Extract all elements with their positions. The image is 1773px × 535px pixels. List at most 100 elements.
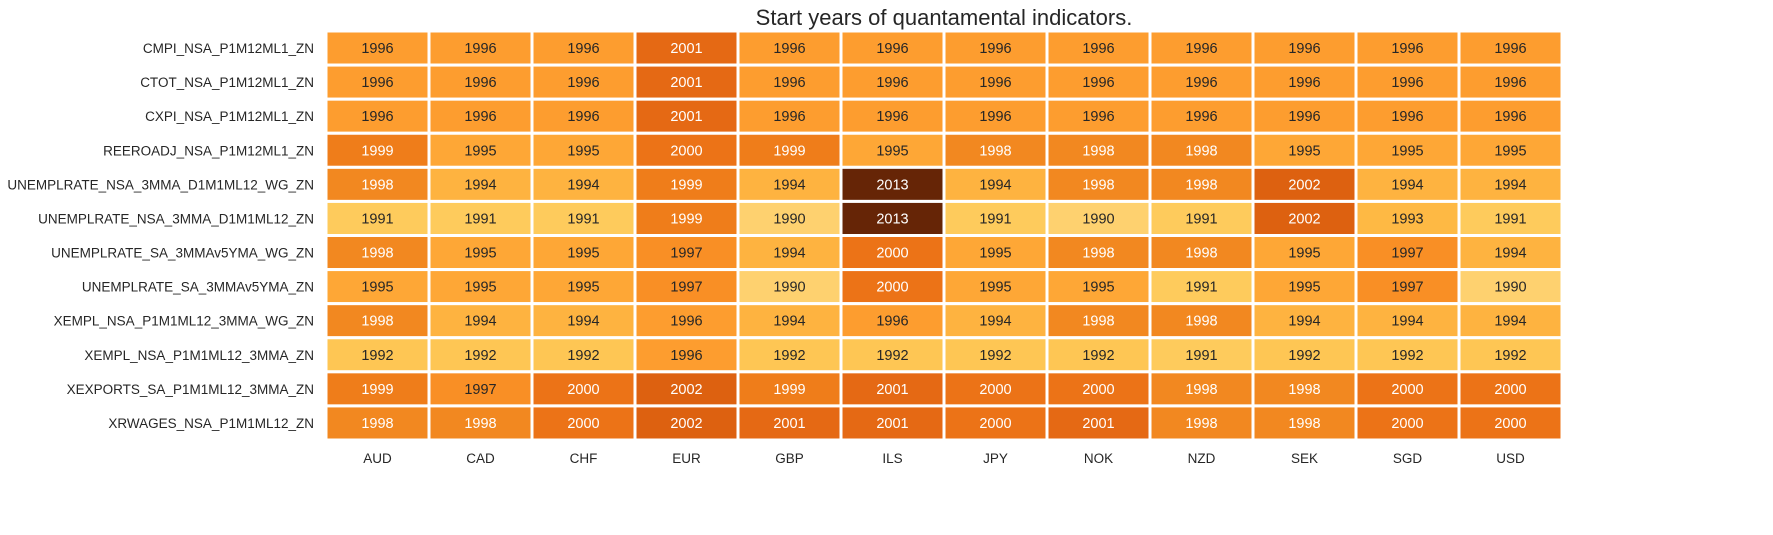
cell-label: 1991 bbox=[979, 211, 1011, 227]
cell-label: 1998 bbox=[1082, 143, 1114, 159]
cell-label: 2000 bbox=[876, 280, 908, 296]
heatmap-cell bbox=[1045, 404, 1152, 442]
cell-label: 1992 bbox=[1391, 348, 1423, 364]
heatmap-cell bbox=[530, 302, 637, 340]
cell-label: 1996 bbox=[876, 109, 908, 125]
cell-label: 1994 bbox=[1288, 314, 1320, 330]
row-label: XEMPL_NSA_P1M1ML12_3MMA_WG_ZN bbox=[54, 314, 314, 329]
cell-label: 1995 bbox=[979, 246, 1011, 262]
heatmap-cell bbox=[736, 63, 843, 101]
cell-label: 1992 bbox=[567, 348, 599, 364]
cell-label: 2000 bbox=[1391, 416, 1423, 432]
cell-label: 1996 bbox=[670, 348, 702, 364]
heatmap-cell bbox=[839, 404, 946, 442]
cell-label: 1998 bbox=[361, 416, 393, 432]
cell-label: 1995 bbox=[979, 280, 1011, 296]
column-label: AUD bbox=[363, 451, 392, 466]
cell-label: 1991 bbox=[1185, 348, 1217, 364]
column-label: SGD bbox=[1393, 451, 1423, 466]
cell-label: 1997 bbox=[670, 280, 702, 296]
heatmap-cell bbox=[1251, 165, 1358, 203]
heatmap-cell bbox=[530, 370, 637, 408]
cell-label: 1991 bbox=[1185, 280, 1217, 296]
column-label: USD bbox=[1496, 451, 1525, 466]
cell-label: 1996 bbox=[567, 109, 599, 125]
chart-title: Start years of quantamental indicators. bbox=[755, 5, 1133, 30]
row-label: UNEMPLRATE_SA_3MMAv5YMA_ZN bbox=[82, 280, 314, 295]
cell-label: 2001 bbox=[773, 416, 805, 432]
cell-label: 1994 bbox=[1494, 177, 1526, 193]
cell-label: 1998 bbox=[1082, 177, 1114, 193]
cell-label: 1992 bbox=[773, 348, 805, 364]
cell-label: 1998 bbox=[464, 416, 496, 432]
cell-label: 1995 bbox=[567, 280, 599, 296]
cell-label: 1994 bbox=[567, 314, 599, 330]
heatmap-cell bbox=[427, 370, 534, 408]
cell-label: 1991 bbox=[567, 211, 599, 227]
cell-label: 1992 bbox=[464, 348, 496, 364]
cell-label: 1999 bbox=[773, 382, 805, 398]
row-label: CTOT_NSA_P1M12ML1_ZN bbox=[140, 75, 314, 90]
cell-label: 1995 bbox=[464, 143, 496, 159]
cell-label: 1996 bbox=[876, 41, 908, 57]
cell-label: 1992 bbox=[1082, 348, 1114, 364]
heatmap-cell bbox=[1457, 199, 1564, 238]
cell-label: 1998 bbox=[1185, 246, 1217, 262]
cell-label: 1999 bbox=[670, 177, 702, 193]
cell-label: 1996 bbox=[1288, 109, 1320, 125]
heatmap-cell bbox=[324, 336, 431, 374]
cell-label: 2000 bbox=[979, 416, 1011, 432]
cell-label: 1991 bbox=[1185, 211, 1217, 227]
cell-label: 1995 bbox=[464, 246, 496, 262]
heatmap-cell bbox=[1148, 268, 1255, 306]
heatmap-cell bbox=[736, 199, 843, 238]
cell-label: 1998 bbox=[1185, 382, 1217, 398]
heatmap-cell bbox=[427, 165, 534, 203]
row-label: UNEMPLRATE_NSA_3MMA_D1M1ML12_ZN bbox=[38, 211, 314, 226]
heatmap-cell bbox=[530, 131, 637, 169]
cell-label: 1996 bbox=[1494, 109, 1526, 125]
heatmap-cell bbox=[736, 302, 843, 340]
cell-label: 1995 bbox=[1391, 143, 1423, 159]
cell-label: 1991 bbox=[1494, 211, 1526, 227]
cell-label: 1998 bbox=[1185, 177, 1217, 193]
cell-label: 1995 bbox=[1082, 280, 1114, 296]
cell-label: 2000 bbox=[1494, 382, 1526, 398]
cell-label: 2000 bbox=[670, 143, 702, 159]
heatmap-cell bbox=[942, 234, 1049, 272]
column-label: EUR bbox=[672, 451, 701, 466]
cell-label: 2000 bbox=[1494, 416, 1526, 432]
heatmap-cell bbox=[839, 165, 946, 203]
heatmap-cell bbox=[1457, 131, 1564, 169]
cell-label: 2000 bbox=[876, 246, 908, 262]
cell-label: 2000 bbox=[1082, 382, 1114, 398]
heatmap-cell bbox=[1457, 268, 1564, 306]
heatmap-cell bbox=[324, 29, 431, 67]
heatmap-cell bbox=[1251, 29, 1358, 67]
heatmap-cell bbox=[736, 404, 843, 442]
cell-label: 1991 bbox=[361, 211, 393, 227]
cell-label: 2001 bbox=[670, 109, 702, 125]
cell-label: 1993 bbox=[1391, 211, 1423, 227]
cell-label: 1997 bbox=[464, 382, 496, 398]
cell-label: 2000 bbox=[979, 382, 1011, 398]
cell-label: 1994 bbox=[1494, 314, 1526, 330]
cell-label: 2001 bbox=[1082, 416, 1114, 432]
cell-label: 1995 bbox=[567, 246, 599, 262]
row-label: UNEMPLRATE_SA_3MMAv5YMA_WG_ZN bbox=[51, 246, 314, 261]
cell-label: 1996 bbox=[773, 75, 805, 91]
heatmap-cell bbox=[942, 302, 1049, 340]
cell-label: 1996 bbox=[567, 41, 599, 57]
cell-label: 1998 bbox=[1082, 246, 1114, 262]
cell-label: 2000 bbox=[1391, 382, 1423, 398]
cell-label: 1999 bbox=[361, 382, 393, 398]
cell-label: 2001 bbox=[670, 41, 702, 57]
cell-label: 1990 bbox=[773, 280, 805, 296]
cell-label: 1995 bbox=[876, 143, 908, 159]
heatmap-cell bbox=[1045, 131, 1152, 169]
cell-label: 1994 bbox=[464, 177, 496, 193]
heatmap-cell bbox=[1045, 234, 1152, 272]
row-label: XEXPORTS_SA_P1M1ML12_3MMA_ZN bbox=[67, 382, 314, 397]
cell-label: 1997 bbox=[670, 246, 702, 262]
